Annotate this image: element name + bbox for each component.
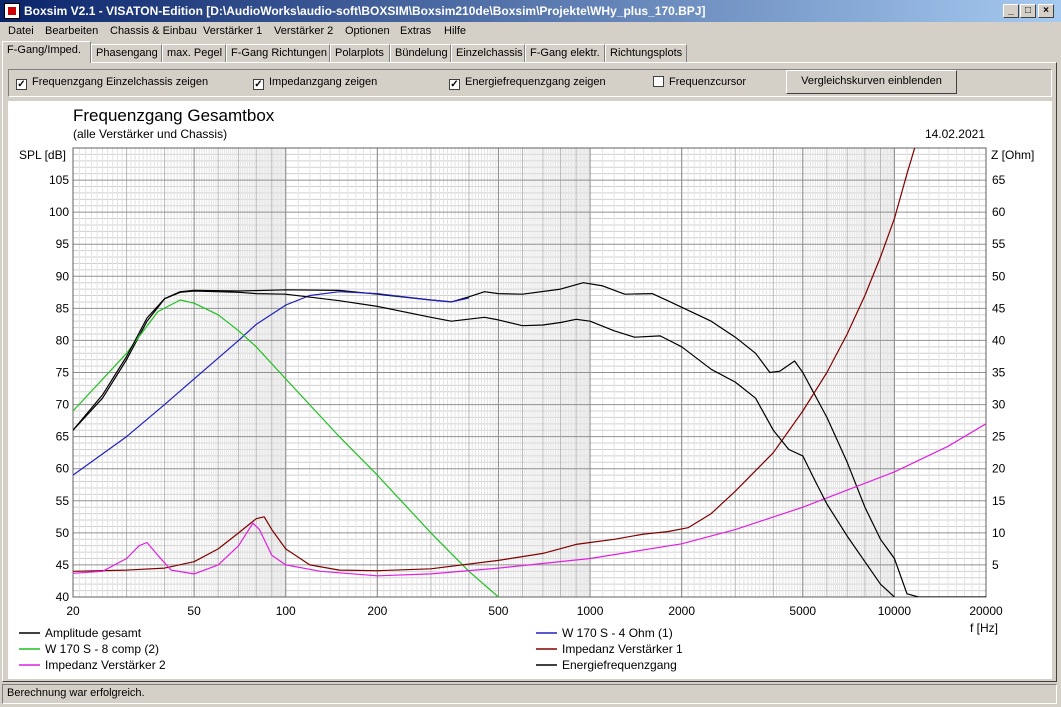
maximize-button[interactable]: □ — [1020, 4, 1036, 18]
options-bar — [8, 69, 1052, 97]
y2-tick-label: 20 — [992, 462, 1006, 476]
y2-tick-label: 10 — [992, 526, 1006, 540]
checkbox-frequenzcursor-box[interactable] — [653, 76, 664, 87]
y2-tick-label: 55 — [992, 237, 1006, 251]
series-line-4 — [73, 423, 986, 577]
checkbox-impedanz[interactable]: ✓ Impedanzgang zeigen — [253, 76, 377, 90]
title-bar: Boxsim V2.1 - VISATON-Edition [D:\AudioW… — [0, 0, 1061, 22]
series-line-1 — [73, 291, 470, 476]
minimize-button[interactable]: _ — [1003, 4, 1019, 18]
close-button[interactable]: × — [1038, 4, 1054, 18]
series-line-5 — [73, 290, 895, 597]
menu-bearbeiten[interactable]: Bearbeiten — [45, 25, 99, 37]
legend-label-2: W 170 S - 8 comp (2) — [45, 642, 159, 656]
series-line-3 — [73, 148, 916, 572]
legend-label-1: W 170 S - 4 Ohm (1) — [562, 626, 673, 640]
tab-strip: F-Gang/Imped. Phasengang max. Pegel F-Ga… — [0, 41, 1061, 63]
checkbox-energiefrequenzgang-label: Energiefrequenzgang zeigen — [465, 76, 606, 88]
menu-bar: Datei Bearbeiten Chassis & Einbau Verstä… — [0, 22, 1061, 41]
x-tick-label: 100 — [276, 604, 296, 618]
x-tick-label: 1000 — [577, 604, 604, 618]
checkbox-einzelchassis-box[interactable]: ✓ — [16, 79, 27, 90]
x-tick-label: 200 — [367, 604, 387, 618]
checkbox-einzelchassis[interactable]: ✓ Frequenzgang Einzelchassis zeigen — [16, 76, 208, 90]
tab-einzelchassis[interactable]: Einzelchassis — [451, 44, 525, 63]
legend-label-5: Energiefrequenzgang — [562, 658, 677, 672]
tab-max-pegel[interactable]: max. Pegel — [162, 44, 226, 63]
tab-polarplots[interactable]: Polarplots — [330, 44, 390, 63]
x-axis-label: f [Hz] — [970, 621, 998, 635]
y-tick-label: 65 — [56, 430, 70, 444]
status-bar: Berechnung war erfolgreich. — [2, 684, 1057, 704]
series-line-0 — [73, 282, 986, 597]
series-line-2 — [73, 299, 499, 597]
y2-tick-label: 50 — [992, 269, 1006, 283]
chart-subtitle: (alle Verstärker und Chassis) — [73, 127, 228, 141]
tab-buendelung[interactable]: Bündelung — [390, 44, 451, 63]
tab-fgang-imped[interactable]: F-Gang/Imped. — [2, 41, 91, 63]
x-tick-label: 50 — [187, 604, 201, 618]
x-tick-label: 20 — [66, 604, 80, 618]
x-tick-label: 20000 — [969, 604, 1003, 618]
y2-tick-label: 25 — [992, 430, 1006, 444]
x-tick-label: 5000 — [789, 604, 816, 618]
menu-datei[interactable]: Datei — [8, 25, 34, 37]
y-tick-label: 85 — [56, 301, 70, 315]
y-tick-label: 80 — [56, 333, 70, 347]
menu-optionen[interactable]: Optionen — [345, 25, 390, 37]
y2-tick-label: 5 — [992, 558, 999, 572]
x-tick-label: 2000 — [668, 604, 695, 618]
legend-label-0: Amplitude gesamt — [45, 626, 142, 640]
checkbox-energiefrequenzgang-box[interactable]: ✓ — [449, 79, 460, 90]
y-tick-label: 95 — [56, 237, 70, 251]
x-tick-label: 10000 — [878, 604, 912, 618]
menu-verstaerker-2[interactable]: Verstärker 2 — [274, 25, 334, 37]
menu-chassis[interactable]: Chassis & Einbau — [110, 25, 197, 37]
y2-tick-label: 15 — [992, 494, 1006, 508]
tab-panel — [2, 62, 1057, 682]
y-tick-label: 70 — [56, 398, 70, 412]
y-tick-label: 105 — [49, 173, 69, 187]
y2-tick-label: 60 — [992, 205, 1006, 219]
y2-tick-label: 35 — [992, 366, 1006, 380]
y2-tick-label: 40 — [992, 333, 1006, 347]
app-icon[interactable] — [4, 3, 20, 19]
legend-label-3: Impedanz Verstärker 1 — [562, 642, 683, 656]
menu-verstaerker-1[interactable]: Verstärker 1 — [203, 25, 263, 37]
y2-axis-label: Z [Ohm] — [991, 148, 1034, 162]
checkbox-impedanz-box[interactable]: ✓ — [253, 79, 264, 90]
y2-tick-label: 65 — [992, 173, 1006, 187]
tab-richtungsplots[interactable]: Richtungsplots — [605, 44, 687, 63]
menu-extras[interactable]: Extras — [400, 25, 432, 37]
checkbox-impedanz-label: Impedanzgang zeigen — [269, 76, 378, 88]
chart-title: Frequenzgang Gesamtbox — [73, 106, 275, 125]
tab-fgang-elektr[interactable]: F-Gang elektr. — [525, 44, 605, 63]
window-title: Boxsim V2.1 - VISATON-Edition [D:\AudioW… — [24, 4, 706, 18]
y-tick-label: 50 — [56, 526, 70, 540]
y-axis-label: SPL [dB] — [19, 148, 66, 162]
compare-curves-button[interactable]: Vergleichskurven einblenden — [786, 70, 957, 94]
y-tick-label: 45 — [56, 558, 70, 572]
x-tick-label: 500 — [488, 604, 508, 618]
tab-phasengang[interactable]: Phasengang — [91, 44, 162, 63]
y-tick-label: 60 — [56, 462, 70, 476]
checkbox-einzelchassis-label: Frequenzgang Einzelchassis zeigen — [32, 76, 209, 88]
y-tick-label: 100 — [49, 205, 69, 219]
y-tick-label: 75 — [56, 366, 70, 380]
chart-date: 14.02.2021 — [924, 127, 985, 141]
legend-label-4: Impedanz Verstärker 2 — [45, 658, 166, 672]
y-tick-label: 90 — [56, 269, 70, 283]
y2-tick-label: 30 — [992, 398, 1006, 412]
checkbox-energiefrequenzgang[interactable]: ✓ Energiefrequenzgang zeigen — [449, 76, 606, 90]
checkbox-frequenzcursor-label: Frequenzcursor — [669, 76, 747, 88]
checkbox-frequenzcursor[interactable]: Frequenzcursor — [653, 76, 746, 88]
plot-frame — [72, 147, 987, 598]
y-tick-label: 40 — [56, 590, 70, 604]
y-tick-label: 55 — [56, 494, 70, 508]
menu-hilfe[interactable]: Hilfe — [444, 25, 467, 37]
y2-tick-label: 45 — [992, 301, 1006, 315]
tab-fgang-richtungen[interactable]: F-Gang Richtungen — [226, 44, 330, 63]
